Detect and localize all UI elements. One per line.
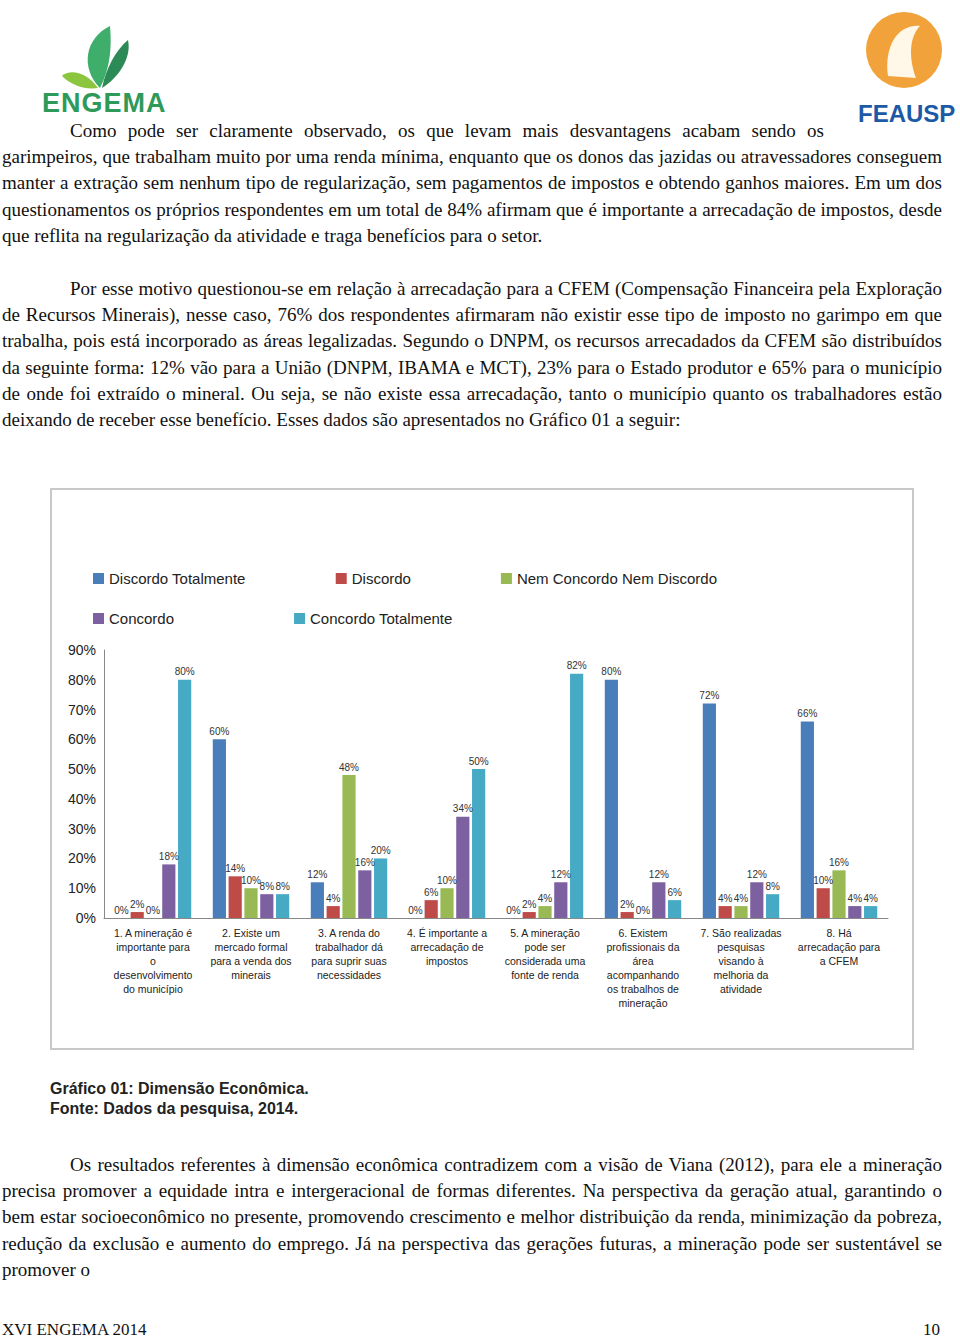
svg-text:8%: 8%: [275, 881, 290, 892]
svg-text:pesquisas: pesquisas: [717, 941, 764, 953]
svg-text:0%: 0%: [146, 905, 161, 916]
svg-text:82%: 82%: [567, 660, 587, 671]
svg-text:minerais: minerais: [231, 969, 271, 981]
svg-text:trabalhador dá: trabalhador dá: [315, 941, 383, 953]
svg-text:o: o: [150, 955, 156, 967]
svg-text:8%: 8%: [765, 881, 780, 892]
svg-text:Discordo Totalmente: Discordo Totalmente: [109, 570, 245, 587]
svg-text:6%: 6%: [424, 887, 439, 898]
svg-text:0%: 0%: [506, 905, 521, 916]
svg-text:melhoria da: melhoria da: [714, 969, 769, 981]
svg-text:mercado formal: mercado formal: [215, 941, 288, 953]
svg-text:12%: 12%: [747, 869, 767, 880]
svg-text:4%: 4%: [734, 893, 749, 904]
svg-text:importante para: importante para: [116, 941, 190, 953]
svg-text:0%: 0%: [408, 905, 423, 916]
svg-text:30%: 30%: [68, 821, 96, 837]
svg-text:0%: 0%: [114, 905, 129, 916]
svg-text:Concordo: Concordo: [109, 610, 174, 627]
svg-text:Discordo: Discordo: [352, 570, 411, 587]
svg-text:4%: 4%: [326, 893, 341, 904]
svg-text:8%: 8%: [260, 881, 275, 892]
svg-text:10%: 10%: [813, 875, 833, 886]
svg-text:72%: 72%: [699, 690, 719, 701]
svg-text:2. Existe um: 2. Existe um: [222, 927, 280, 939]
svg-text:5. A mineração: 5. A mineração: [510, 927, 580, 939]
svg-text:considerada uma: considerada uma: [505, 955, 586, 967]
svg-text:atividade: atividade: [720, 983, 762, 995]
svg-text:1. A mineração é: 1. A mineração é: [114, 927, 192, 939]
html-text:FEAUSP: FEAUSP: [858, 100, 956, 127]
svg-text:2%: 2%: [522, 899, 537, 910]
svg-text:0%: 0%: [76, 910, 96, 926]
svg-text:10%: 10%: [437, 875, 457, 886]
svg-text:10%: 10%: [68, 880, 96, 896]
svg-text:80%: 80%: [68, 672, 96, 688]
svg-text:14%: 14%: [225, 863, 245, 874]
svg-text:34%: 34%: [453, 803, 473, 814]
svg-text:50%: 50%: [469, 756, 489, 767]
svg-text:para suprir suas: para suprir suas: [311, 955, 386, 967]
svg-text:66%: 66%: [797, 708, 817, 719]
svg-text:60%: 60%: [209, 726, 229, 737]
svg-text:impostos: impostos: [426, 955, 468, 967]
svg-text:Nem Concordo Nem Discordo: Nem Concordo Nem Discordo: [517, 570, 717, 587]
svg-text:4%: 4%: [848, 893, 863, 904]
svg-text:os trabalhos de: os trabalhos de: [607, 983, 679, 995]
svg-text:16%: 16%: [355, 857, 375, 868]
svg-text:60%: 60%: [68, 731, 96, 747]
svg-text:para a venda dos: para a venda dos: [210, 955, 291, 967]
svg-text:pode ser: pode ser: [525, 941, 566, 953]
svg-text:16%: 16%: [829, 857, 849, 868]
svg-text:12%: 12%: [649, 869, 669, 880]
svg-text:do município: do município: [123, 983, 183, 995]
html-text:Fonte: Dados da pesquisa, 2014: Fonte: Dados da pesquisa, 2014.: [50, 1100, 299, 1117]
html-text:10: 10: [923, 1320, 940, 1339]
svg-text:80%: 80%: [601, 666, 621, 677]
svg-text:18%: 18%: [159, 851, 179, 862]
svg-text:40%: 40%: [68, 791, 96, 807]
html-text:Os resultados referentes à dim: Os resultados referentes à dimensão econ…: [2, 1154, 942, 1280]
svg-text:12%: 12%: [307, 869, 327, 880]
svg-text:4%: 4%: [718, 893, 733, 904]
svg-text:visando à: visando à: [719, 955, 764, 967]
svg-text:10%: 10%: [241, 875, 261, 886]
svg-text:20%: 20%: [68, 850, 96, 866]
svg-text:fonte de renda: fonte de renda: [511, 969, 579, 981]
svg-text:7. São realizadas: 7. São realizadas: [700, 927, 781, 939]
svg-text:3. A renda do: 3. A renda do: [318, 927, 380, 939]
svg-text:6%: 6%: [667, 887, 682, 898]
svg-text:50%: 50%: [68, 761, 96, 777]
svg-text:necessidades: necessidades: [317, 969, 381, 981]
svg-text:48%: 48%: [339, 762, 359, 773]
svg-text:4. É importante a: 4. É importante a: [407, 927, 487, 939]
svg-text:arrecadação para: arrecadação para: [798, 941, 880, 953]
html-text:ENGEMA: ENGEMA: [42, 88, 167, 118]
svg-text:2%: 2%: [130, 899, 145, 910]
html-text:Gráfico 01: Dimensão Econômica: Gráfico 01: Dimensão Econômica.: [50, 1080, 309, 1097]
svg-text:80%: 80%: [175, 666, 195, 677]
svg-text:4%: 4%: [863, 893, 878, 904]
svg-text:8. Há: 8. Há: [826, 927, 851, 939]
svg-text:acompanhando: acompanhando: [607, 969, 680, 981]
svg-text:12%: 12%: [551, 869, 571, 880]
svg-text:70%: 70%: [68, 702, 96, 718]
svg-text:0%: 0%: [636, 905, 651, 916]
svg-text:20%: 20%: [371, 845, 391, 856]
svg-text:profissionais da: profissionais da: [607, 941, 680, 953]
html-text:Como pode ser claramente obser: Como pode ser claramente observado, os q…: [2, 120, 942, 246]
svg-text:desenvolvimento: desenvolvimento: [114, 969, 193, 981]
svg-text:Concordo Totalmente: Concordo Totalmente: [310, 610, 452, 627]
svg-text:90%: 90%: [68, 642, 96, 658]
html-text:Por esse motivo questionou-se: Por esse motivo questionou-se em relação…: [2, 278, 942, 430]
svg-text:a CFEM: a CFEM: [820, 955, 859, 967]
svg-text:4%: 4%: [538, 893, 553, 904]
svg-text:6. Existem: 6. Existem: [618, 927, 667, 939]
svg-text:arrecadação de: arrecadação de: [411, 941, 484, 953]
svg-text:área: área: [632, 955, 653, 967]
svg-text:2%: 2%: [620, 899, 635, 910]
html-text:XVI ENGEMA 2014: XVI ENGEMA 2014: [2, 1320, 147, 1339]
svg-text:mineração: mineração: [618, 997, 667, 1009]
